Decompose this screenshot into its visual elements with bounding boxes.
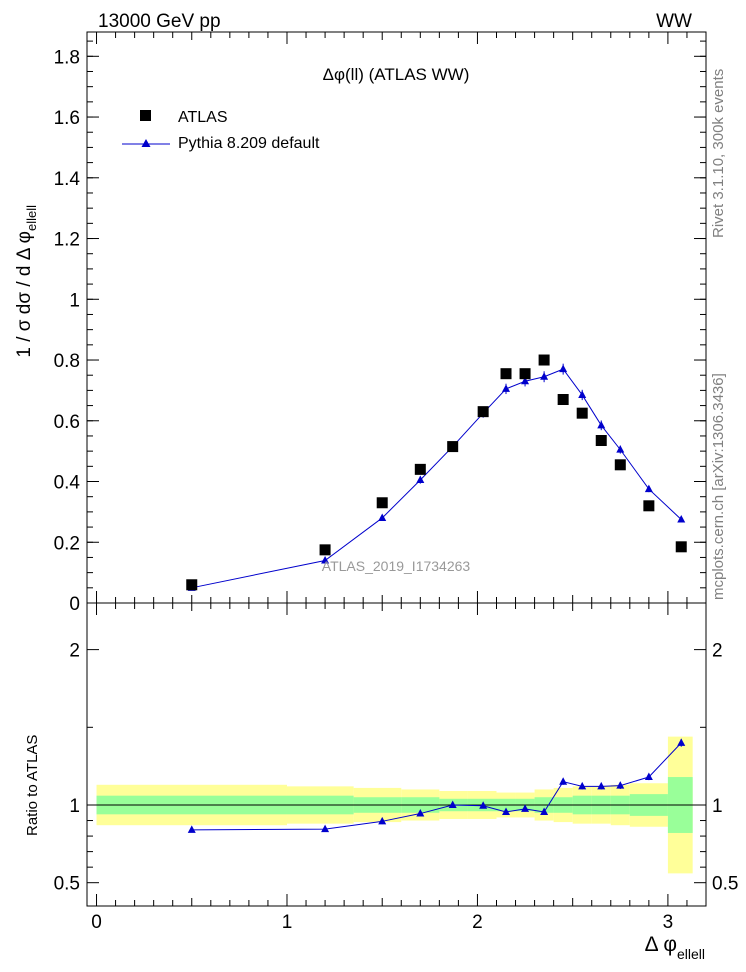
ratio-xtick-label: 3 [663,912,674,933]
main-panel: 0 0.2 0.4 0.6 0.8 1 1.2 1.4 1.6 1.8 Δφ(ll) (ATLAS… [14,31,707,615]
main-axes: 0 0.2 0.4 0.6 0.8 1 1.2 1.4 1.6 1.8 [54,32,706,615]
ratio-point [616,781,625,789]
ratio-xtick-label: 2 [472,912,483,933]
atlas-point [675,541,687,553]
legend-pythia-label: Pythia 8.209 default [178,135,320,152]
ratio-point [502,807,511,815]
main-plot-area [186,354,687,591]
pythia-point [559,364,568,373]
atlas-point [376,497,388,509]
ratio-point [416,809,425,817]
main-ytick-label: 1.2 [54,230,80,251]
atlas-point [477,406,489,418]
ratio-frame [86,602,707,907]
ratio-point [521,804,530,812]
ratio-xtick-label: 0 [91,912,102,933]
atlas-point [519,368,531,380]
ratio-point [559,777,568,785]
mcplots-label: mcplots.cern.ch [arXiv:1306.3436] [710,373,727,600]
ratio-xlabel-text: Δ φ [645,933,677,956]
energy-label: 13000 GeV pp [98,11,221,32]
pythia-line [191,368,682,589]
watermark: ATLAS_2019_I1734263 [322,558,471,574]
atlas-point [186,579,198,591]
pythia-point [416,475,425,483]
main-ylabel-text: 1 / σ dσ / d Δ φ [14,231,35,358]
ratio-point [540,807,549,815]
ratio-ytick-label-right: 0.5 [712,874,738,895]
pythia-point [578,390,587,398]
pythia-point [521,376,530,385]
ratio-point [578,781,587,790]
pythia-point [677,514,686,523]
atlas-point [643,500,655,512]
atlas-point [319,544,331,556]
atlas-point [414,463,426,475]
main-ylabel: 1 / σ dσ / d Δ φellell [14,205,39,358]
process-label: WW [656,11,692,32]
pythia-point [321,555,330,564]
pythia-point [378,513,387,521]
legend-pythia-marker [141,139,151,147]
ratio-ytick-label-right: 2 [712,641,723,662]
rivet-label: Rivet 3.1.10, 300k events [710,69,727,238]
atlas-point [576,407,588,419]
atlas-point [614,459,626,471]
ratio-panel: 0.5 0.5 1 1 2 2 0 1 2 3 Ratio to ATLAS Δ φellell [24,602,738,962]
main-ytick-label: 1 [69,290,80,311]
ratio-point [479,801,488,809]
ratio-ytick-label: 1 [69,796,80,817]
main-ytick-label: 1.8 [54,47,80,68]
ratio-point [187,825,196,833]
main-ytick-label: 0.8 [54,351,80,372]
ratio-xtick-label: 1 [282,912,293,933]
pythia-point [502,384,511,392]
atlas-point [595,435,607,447]
main-title: Δφ(ll) (ATLAS WW) [323,65,470,84]
main-ytick-label: 0.2 [54,533,80,554]
atlas-point [538,354,550,366]
pythia-point [540,372,549,380]
pythia-point [597,420,606,429]
legend-atlas-label: ATLAS [178,109,228,126]
ratio-point [677,738,686,746]
ratio-point [644,772,653,781]
ratio-point [597,781,606,790]
ratio-point [321,824,330,833]
main-ylabel-sub: ellell [24,205,39,231]
main-ytick-label: 1.4 [54,169,81,190]
ratio-ytick-label: 0.5 [54,874,80,895]
atlas-point [557,394,569,406]
legend-atlas-marker [140,110,151,121]
main-ytick-label: 0 [69,594,80,615]
main-ytick-label: 0.6 [54,412,80,433]
atlas-point [447,441,459,453]
ratio-ytick-label: 2 [69,641,80,662]
main-ytick-label: 1.6 [54,108,80,129]
pythia-point [616,445,625,453]
main-ytick-label: 0.4 [54,473,81,494]
ratio-point [448,800,457,808]
ratio-ytick-label-right: 1 [712,796,723,817]
ratio-xlabel: Δ φellell [645,933,705,962]
ratio-point [378,816,387,825]
atlas-point [500,368,512,380]
pythia-point [644,484,653,493]
legend: ATLAS Pythia 8.209 default [122,109,320,152]
ratio-xlabel-sub: ellell [677,946,705,962]
ratio-ylabel: Ratio to ATLAS [24,735,41,836]
ratio-plot-area [87,736,706,874]
ratio-axes: 0.5 0.5 1 1 2 2 0 1 2 3 [54,603,738,933]
